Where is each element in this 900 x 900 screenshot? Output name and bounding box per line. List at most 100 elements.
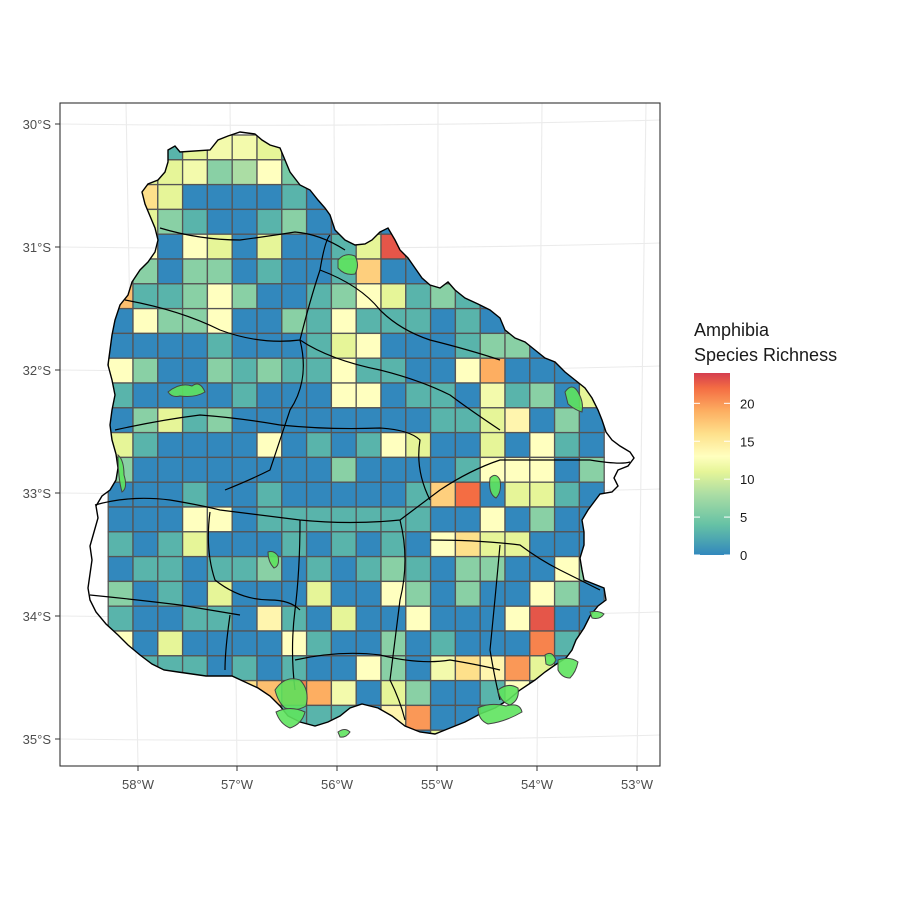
- grid-cell: [107, 580, 134, 607]
- grid-cell: [429, 531, 457, 558]
- grid-cell: [132, 506, 159, 533]
- grid-cell: [479, 357, 506, 384]
- grid-cell: [157, 531, 184, 558]
- grid-cell: [553, 531, 581, 558]
- grid-cell: [281, 183, 308, 211]
- grid-cell: [281, 431, 308, 459]
- grid-cell: [330, 630, 357, 657]
- grid-cell: [181, 630, 209, 657]
- legend-tick-label: 20: [740, 396, 754, 411]
- grid-cell: [256, 481, 283, 508]
- grid-cell: [132, 283, 159, 310]
- grid-cell: [305, 655, 333, 682]
- grid-cell: [355, 382, 382, 409]
- grid-cell: [206, 481, 233, 508]
- grid-cell: [529, 580, 556, 607]
- grid-cell: [206, 431, 233, 459]
- grid-cell: [429, 283, 457, 310]
- grid-cell: [181, 332, 209, 359]
- x-tick-label: 54°W: [521, 777, 554, 792]
- x-tick-label: 56°W: [321, 777, 354, 792]
- grid-cell: [454, 357, 481, 384]
- dept-boundary: [114, 414, 281, 431]
- grid-cell: [107, 605, 134, 632]
- grid-cell: [504, 431, 531, 459]
- grid-cell: [330, 332, 357, 359]
- protected-area: [167, 383, 206, 397]
- grid-cell: [132, 456, 159, 483]
- grid-cell: [479, 332, 506, 359]
- legend-colorbar: [694, 373, 730, 555]
- grid-cell: [355, 481, 382, 508]
- grid-cell: [380, 555, 407, 583]
- grid-cell: [504, 407, 531, 434]
- grid-cell: [330, 382, 357, 409]
- grid-cell: [206, 283, 233, 310]
- grid-cell: [231, 655, 258, 682]
- grid-cell: [504, 382, 531, 409]
- grid-cell: [206, 208, 233, 235]
- grid-cell: [529, 531, 556, 558]
- grid-cell: [355, 283, 382, 310]
- grid-cell: [132, 357, 159, 384]
- grid-cell: [429, 555, 457, 583]
- grid-cell: [429, 630, 457, 657]
- grid-cell: [355, 555, 382, 583]
- x-tick-label: 58°W: [122, 777, 155, 792]
- grid-cell: [553, 506, 581, 533]
- protected-area: [557, 657, 579, 679]
- grid-cell: [479, 580, 506, 607]
- grid-cell: [529, 456, 556, 483]
- grid-cell: [256, 407, 283, 434]
- grid-cell: [132, 431, 159, 459]
- grid-cell: [330, 506, 357, 533]
- grid-cell: [132, 531, 159, 558]
- grid-cell: [454, 580, 481, 607]
- grid-cell: [181, 208, 209, 235]
- country-outline: [87, 131, 635, 735]
- grid-cell: [181, 456, 209, 483]
- grid-cell: [305, 357, 333, 384]
- grid-cell: [256, 630, 283, 657]
- grid-cell: [256, 655, 283, 682]
- grid-cell: [181, 506, 209, 533]
- grid-cell: [181, 531, 209, 558]
- grid-cell: [405, 704, 432, 731]
- grid-cell: [405, 679, 432, 707]
- grid-cell: [454, 679, 481, 707]
- dept-boundary: [299, 339, 501, 431]
- grid-cell: [256, 580, 283, 607]
- grid-cell: [256, 283, 283, 310]
- grid-cell: [281, 506, 308, 533]
- grid-cell: [305, 531, 333, 558]
- grid-cell: [181, 183, 209, 211]
- grid-cell: [231, 630, 258, 657]
- grid-cell: [330, 605, 357, 632]
- grid-cell: [405, 605, 432, 632]
- x-tick-label: 57°W: [221, 777, 254, 792]
- grid-cell: [405, 382, 432, 409]
- grid-cell: [305, 208, 333, 235]
- grid-cell: [256, 382, 283, 409]
- grid-cell: [206, 456, 233, 483]
- grid-cell: [504, 605, 531, 632]
- grid-cell: [504, 655, 531, 682]
- grid-cell: [479, 382, 506, 409]
- grid-cell: [157, 580, 184, 607]
- grid-cell: [206, 580, 233, 607]
- grid-cell: [157, 357, 184, 384]
- grid-cell: [380, 283, 407, 310]
- grid-cell: [231, 307, 258, 335]
- grid-cell: [206, 382, 233, 409]
- grid-cell: [256, 159, 283, 186]
- grid-cell: [405, 555, 432, 583]
- grid-cell: [454, 431, 481, 459]
- grid-cell: [281, 307, 308, 335]
- grid-cell: [355, 431, 382, 459]
- grid-cell: [529, 506, 556, 533]
- grid-cell: [206, 159, 233, 186]
- grid-cell: [330, 456, 357, 483]
- grid-cell: [380, 456, 407, 483]
- y-tick-label: 34°S: [23, 609, 52, 624]
- grid-cell: [405, 357, 432, 384]
